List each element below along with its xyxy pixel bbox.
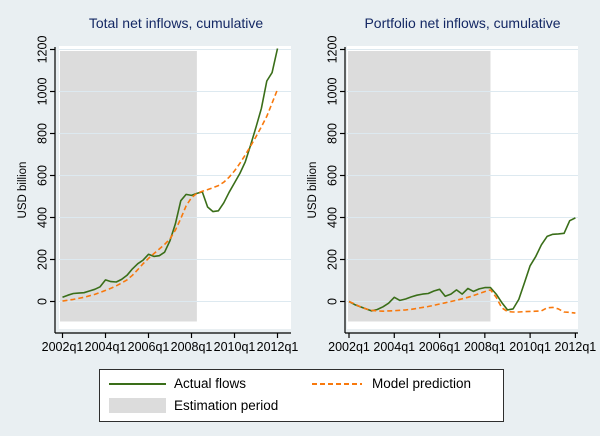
x-tick-label: 2006q1 [419,340,461,354]
y-tick-label: 800 [35,123,49,144]
x-tick-label: 2008q1 [464,340,506,354]
x-tick-label: 2008q1 [171,340,213,354]
y-axis-title: USD billion [17,162,29,219]
y-tick-label: 600 [35,165,49,186]
y-tick-label: 600 [325,165,339,186]
y-tick-label: 200 [35,249,49,270]
x-tick-label: 2012q1 [257,340,299,354]
y-tick-label: 800 [325,123,339,144]
legend-label-estimation: Estimation period [174,398,279,413]
y-tick-label: 0 [35,298,49,305]
y-tick-label: 400 [35,207,49,228]
y-tick-label: 1200 [35,36,49,64]
x-tick-label: 2004q1 [373,340,415,354]
x-tick-label: 2002q1 [328,340,370,354]
y-tick-label: 1000 [325,78,339,106]
y-axis-title: USD billion [307,162,319,219]
x-tick-label: 2010q1 [509,340,551,354]
estimation-period-swatch [109,398,166,413]
y-tick-label: 0 [325,298,339,305]
x-tick-label: 2010q1 [214,340,256,354]
series-actual-flows [348,217,576,312]
legend-label-actual: Actual flows [174,376,247,391]
estimation-period-shade [60,51,197,322]
x-tick-label: 2012q1 [555,340,597,354]
y-tick-label: 1200 [325,36,339,64]
panel-title-left: Total net inflows, cumulative [88,15,264,31]
legend: Actual flows Model prediction Estimation… [99,369,504,422]
y-tick-label: 1000 [35,78,49,106]
y-tick-label: 400 [325,207,339,228]
x-tick-label: 2004q1 [85,340,127,354]
model-prediction-line-sample [312,383,362,385]
x-tick-label: 2006q1 [128,340,170,354]
panel-title-right: Portfolio net inflows, cumulative [364,15,561,31]
legend-label-model: Model prediction [372,376,472,391]
y-tick-label: 200 [325,249,339,270]
series-model-prediction [62,89,279,302]
series-actual-flows [62,48,279,299]
series-model-prediction [348,289,576,314]
actual-flows-line-sample [109,383,166,385]
estimation-period-shade [348,51,491,322]
x-tick-label: 2002q1 [42,340,84,354]
